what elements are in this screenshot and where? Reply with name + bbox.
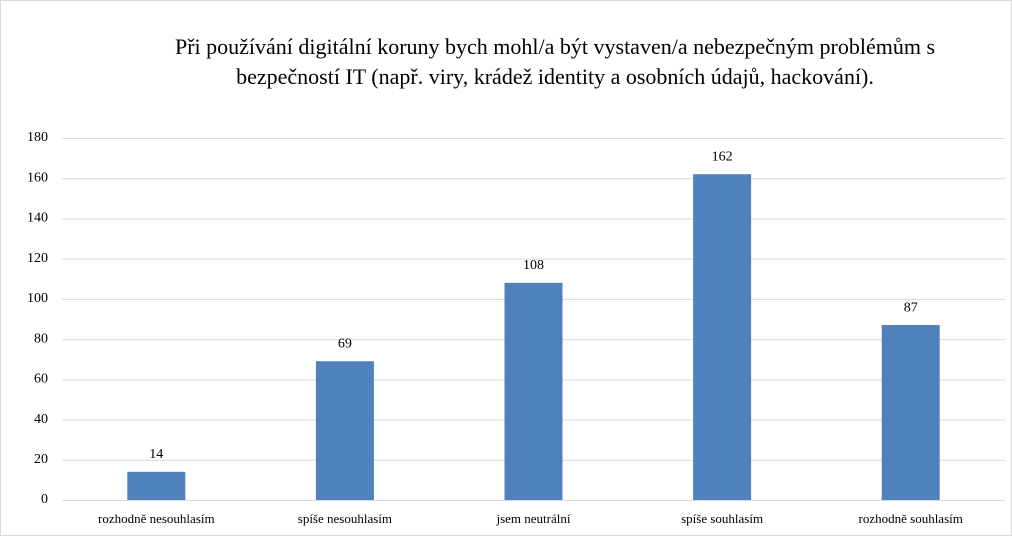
- data-label: 87: [904, 300, 918, 315]
- bar: [315, 361, 374, 500]
- y-tick-label: 120: [27, 251, 48, 266]
- y-tick-label: 140: [27, 211, 48, 226]
- x-tick-label: jsem neutrální: [495, 511, 570, 526]
- y-tick-label: 20: [34, 452, 48, 467]
- data-label: 108: [523, 258, 544, 273]
- y-tick-label: 180: [27, 130, 48, 145]
- x-tick-label: spíše souhlasím: [681, 511, 763, 526]
- data-label: 14: [149, 447, 163, 462]
- x-tick-label: rozhodně nesouhlasím: [98, 511, 215, 526]
- bar: [881, 325, 940, 500]
- y-tick-label: 160: [27, 170, 48, 185]
- y-tick-label: 60: [34, 372, 48, 387]
- x-tick-label: spíše nesouhlasím: [298, 511, 392, 526]
- y-tick-label: 0: [41, 492, 48, 507]
- bar: [693, 174, 752, 500]
- y-tick-label: 40: [34, 412, 48, 427]
- x-tick-label: rozhodně souhlasím: [859, 511, 963, 526]
- bar: [127, 471, 186, 500]
- y-tick-label: 80: [34, 331, 48, 346]
- data-label: 69: [338, 336, 352, 351]
- chart-title: Při používání digitální koruny bych mohl…: [174, 34, 936, 89]
- y-tick-label: 100: [27, 291, 48, 306]
- data-label: 162: [712, 149, 733, 164]
- bar: [504, 282, 563, 500]
